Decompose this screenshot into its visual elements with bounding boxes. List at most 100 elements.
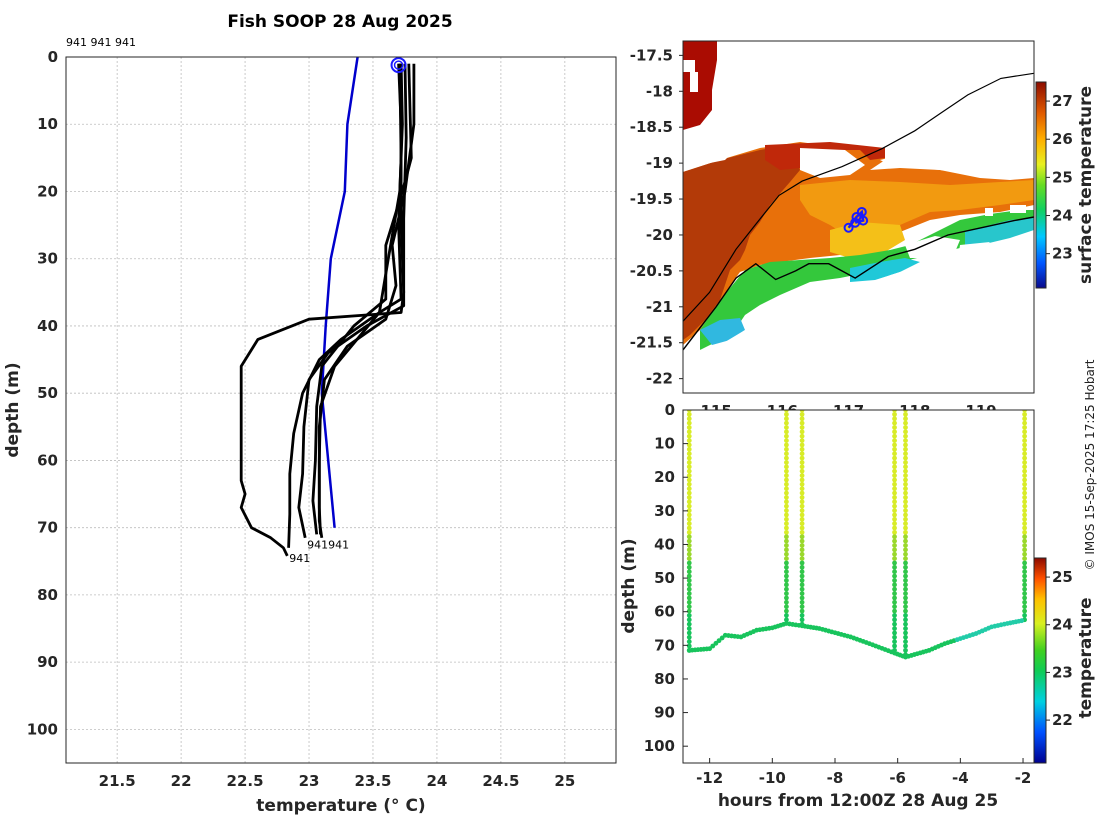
section-cast-point xyxy=(686,521,692,527)
section-cast-point xyxy=(892,411,897,417)
section-cast-point xyxy=(784,599,789,605)
map-frame xyxy=(682,40,1035,394)
section-cast-point xyxy=(1022,604,1027,610)
section-cast-point xyxy=(903,534,908,540)
section-cast-point xyxy=(784,446,789,452)
section-cast-point xyxy=(892,516,897,522)
section-cast-point xyxy=(686,613,692,618)
section-cast-point xyxy=(892,613,897,618)
section-cast-point xyxy=(799,521,805,527)
profile-line-climatology xyxy=(320,57,359,528)
section-x-tick-labels: -12 -10 -8 -6 -4 -2 xyxy=(696,758,1031,787)
map-y-tick-label: -20 xyxy=(646,226,673,244)
section-cast-point xyxy=(1022,486,1027,492)
section-cast-point xyxy=(892,512,897,518)
section-cast-point xyxy=(892,529,897,535)
sst-cyan-west xyxy=(700,318,745,345)
section-cast-point xyxy=(1022,516,1027,522)
section-cast-point xyxy=(903,425,908,430)
section-cast-point xyxy=(892,495,897,500)
section-cast-point xyxy=(799,411,805,417)
profile-y-tick-label: 50 xyxy=(37,384,58,402)
map-y-tick-labels: -17.5 -18 -18.5 -19 -19.5 -20 -20.5 -21 -21.5 -22 xyxy=(630,46,683,388)
section-cast-point xyxy=(903,455,908,461)
section-points xyxy=(686,410,1027,660)
profile-x-tick-labels: 21.5 22 22.5 23 23.5 24 24.5 25 xyxy=(99,772,576,790)
section-cast-point xyxy=(903,433,908,439)
section-x-tick-label: -10 xyxy=(759,769,786,787)
section-cast-point xyxy=(892,582,897,588)
map-y-tick-label: -18 xyxy=(646,82,673,100)
section-cast-point xyxy=(784,460,789,465)
section-cast-point xyxy=(903,647,908,653)
surface-colorbar-tick-label: 24 xyxy=(1052,207,1073,225)
section-cast-point xyxy=(892,429,897,435)
section-cast-point xyxy=(784,547,789,553)
section-cast-point xyxy=(686,543,692,548)
section-cast-point xyxy=(784,516,789,522)
section-cast-point xyxy=(1022,569,1027,575)
section-cast-point xyxy=(1022,425,1027,430)
section-cast-point xyxy=(903,495,908,500)
section-cast-point xyxy=(892,556,897,561)
sst-cyan-east xyxy=(965,218,1034,246)
section-cast-point xyxy=(799,516,805,522)
section-cast-point xyxy=(1022,481,1027,487)
section-cast-point xyxy=(784,481,789,487)
section-cast-point xyxy=(784,604,789,610)
section-cast-point xyxy=(686,578,692,583)
section-cast-point xyxy=(686,411,692,417)
profile-x-tick-label: 24 xyxy=(426,772,447,790)
sst-red-mid xyxy=(765,142,885,170)
section-cast-point xyxy=(892,626,897,631)
section-cast-point xyxy=(892,534,897,540)
section-cast-point xyxy=(686,608,692,614)
section-cast-point xyxy=(784,411,789,417)
section-cast-point xyxy=(903,538,908,544)
glider-track-marker xyxy=(850,217,861,228)
section-cast-point xyxy=(1022,451,1027,457)
section-cast-point xyxy=(784,438,789,443)
section-cast-point xyxy=(892,560,897,566)
section-cast-point xyxy=(784,433,789,439)
section-cast-point xyxy=(799,416,805,422)
section-cast-point xyxy=(903,591,908,596)
map-y-tick-label: -22 xyxy=(646,370,673,388)
section-cast-point xyxy=(1022,512,1027,518)
section-cast-point xyxy=(903,521,908,527)
profile-y-tick-labels: 0 10 20 30 40 50 60 70 80 90 100 xyxy=(27,48,58,738)
section-y-tick-label: 50 xyxy=(654,569,675,587)
section-colorbar-tick-label: 24 xyxy=(1052,616,1073,634)
section-cast-point xyxy=(784,551,789,557)
section-cast-point xyxy=(784,608,789,614)
profile-y-tick-label: 90 xyxy=(37,653,58,671)
section-cast-point xyxy=(799,446,805,452)
section-cast-point xyxy=(892,508,897,513)
section-cast-point xyxy=(686,416,692,422)
section-cast-point xyxy=(1022,582,1027,588)
section-cast-point xyxy=(686,534,692,540)
section-x-tick-label: -4 xyxy=(952,769,969,787)
section-cast-point xyxy=(799,425,805,430)
section-cast-point xyxy=(1022,416,1027,422)
section-cast-point xyxy=(892,455,897,461)
section-bottom-point xyxy=(716,638,722,644)
section-cast-point xyxy=(1022,573,1027,579)
section-x-axis-label: hours from 12:00Z 28 Aug 25 xyxy=(718,791,998,811)
land-mask xyxy=(683,232,1034,393)
profile-plot-area xyxy=(66,57,616,763)
section-cast-point xyxy=(799,525,805,531)
section-y-tick-label: 90 xyxy=(654,704,675,722)
section-cast-point xyxy=(686,573,692,579)
section-cast-point xyxy=(686,425,692,430)
section-colorbar-tick-label: 22 xyxy=(1052,711,1073,729)
isobath-line xyxy=(683,72,1034,322)
profile-x-tick-label: 22 xyxy=(171,772,192,790)
section-cast-point xyxy=(799,564,805,570)
section-bottom-point xyxy=(1019,618,1025,624)
section-cast-point xyxy=(903,438,908,443)
section-cast-point xyxy=(903,411,908,417)
section-cast-point xyxy=(799,503,805,509)
profile-y-tick-label: 20 xyxy=(37,182,58,200)
profile-cast-label: 941 xyxy=(289,552,310,565)
